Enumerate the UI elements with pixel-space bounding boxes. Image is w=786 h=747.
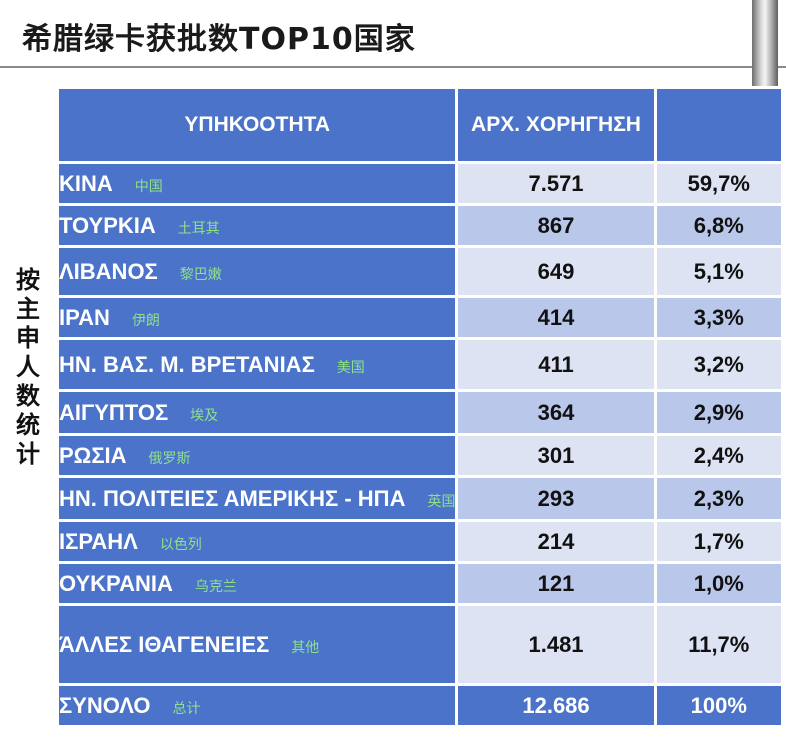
- table-row: ΗΝ. ΠΟΛΙΤΕΙΕΣ ΑΜΕΡΙΚΗΣ - ΗΠΑ 英国 293 2,3%: [55, 475, 785, 522]
- total-percent-cell: 100%: [653, 683, 785, 728]
- country-name: ΗΝ. ΒΑΣ. Μ. ΒΡΕΤΑΝΙΑΣ: [59, 351, 315, 377]
- country-cell: ΡΩΣΙΑ 俄罗斯: [55, 433, 459, 478]
- country-name-chinese: 美国: [336, 359, 365, 376]
- count-cell: 301: [455, 433, 657, 478]
- country-name: ΚΙΝΑ: [59, 170, 113, 196]
- total-count-cell: 12.686: [455, 683, 657, 728]
- percent-cell: 3,2%: [653, 337, 785, 392]
- total-label-chinese: 总计: [172, 700, 201, 717]
- country-cell: ΆΛΛΕΣ ΙΘΑΓΕΝΕΙΕΣ 其他: [55, 603, 459, 686]
- percent-cell: 6,8%: [653, 203, 785, 248]
- header-count: ΑΡΧ. ΧΟΡΗΓΗΣΗ: [455, 86, 657, 164]
- table-row: ΆΛΛΕΣ ΙΘΑΓΕΝΕΙΕΣ 其他 1.481 11,7%: [55, 603, 785, 686]
- country-name-chinese: 其他: [291, 639, 320, 656]
- country-cell: ΚΙΝΑ 中国: [55, 161, 459, 206]
- country-name-chinese: 土耳其: [177, 220, 220, 237]
- country-name-chinese: 黎巴嫩: [179, 266, 222, 283]
- total-label-cell: ΣΥΝΟΛΟ 总计: [55, 683, 459, 728]
- percent-cell: 2,3%: [653, 475, 785, 522]
- percent-cell: 2,4%: [653, 433, 785, 478]
- count-cell: 1.481: [455, 603, 657, 686]
- table-row: ΛΙΒΑΝΟΣ 黎巴嫩 649 5,1%: [55, 245, 785, 298]
- table-row: ΙΣΡΑΗΛ 以色列 214 1,7%: [55, 519, 785, 564]
- table-body: ΚΙΝΑ 中国 7.571 59,7% ΤΟΥΡΚΙΑ 土耳其 867 6,8% ΛΙΒΑΝΟΣ…: [55, 161, 785, 728]
- table-row: ΟΥΚΡΑΝΙΑ 乌克兰 121 1,0%: [55, 561, 785, 606]
- country-name: ΗΝ. ΠΟΛΙΤΕΙΕΣ ΑΜΕΡΙΚΗΣ - ΗΠΑ: [59, 485, 406, 511]
- country-cell: ΗΝ. ΒΑΣ. Μ. ΒΡΕΤΑΝΙΑΣ 美国: [55, 337, 459, 392]
- table-row: ΗΝ. ΒΑΣ. Μ. ΒΡΕΤΑΝΙΑΣ 美国 411 3,2%: [55, 337, 785, 392]
- country-name-chinese: 以色列: [159, 536, 202, 553]
- title-divider: [0, 66, 786, 68]
- country-cell: ΤΟΥΡΚΙΑ 土耳其: [55, 203, 459, 248]
- table-row: ΑΙΓΥΠΤΟΣ 埃及 364 2,9%: [55, 389, 785, 436]
- page-title: 希腊绿卡获批数TOP10国家: [22, 22, 416, 57]
- header-row: ΥΠΗΚΟΟΤΗΤΑ ΑΡΧ. ΧΟΡΗΓΗΣΗ: [55, 86, 785, 164]
- table-row: ΙΡΑΝ 伊朗 414 3,3%: [55, 295, 785, 340]
- percent-cell: 2,9%: [653, 389, 785, 436]
- country-cell: ΟΥΚΡΑΝΙΑ 乌克兰: [55, 561, 459, 606]
- country-name: ΡΩΣΙΑ: [59, 442, 127, 468]
- country-name: ΟΥΚΡΑΝΙΑ: [59, 570, 173, 596]
- country-name-chinese: 乌克兰: [194, 578, 237, 595]
- country-cell: ΙΡΑΝ 伊朗: [55, 295, 459, 340]
- count-cell: 214: [455, 519, 657, 564]
- country-name-chinese: 英国: [427, 493, 456, 510]
- count-cell: 121: [455, 561, 657, 606]
- percent-cell: 59,7%: [653, 161, 785, 206]
- table-row: ΚΙΝΑ 中国 7.571 59,7%: [55, 161, 785, 206]
- count-cell: 411: [455, 337, 657, 392]
- country-cell: ΙΣΡΑΗΛ 以色列: [55, 519, 459, 564]
- side-label: 按主申人数统计: [16, 266, 40, 468]
- count-cell: 7.571: [455, 161, 657, 206]
- table-row: ΤΟΥΡΚΙΑ 土耳其 867 6,8%: [55, 203, 785, 248]
- count-cell: 364: [455, 389, 657, 436]
- percent-cell: 5,1%: [653, 245, 785, 298]
- header-percent: [653, 86, 785, 164]
- percent-cell: 11,7%: [653, 603, 785, 686]
- country-name: ΆΛΛΕΣ ΙΘΑΓΕΝΕΙΕΣ: [59, 631, 270, 657]
- percent-cell: 1,7%: [653, 519, 785, 564]
- count-cell: 293: [455, 475, 657, 522]
- country-name: ΤΟΥΡΚΙΑ: [59, 212, 156, 238]
- country-name: ΙΡΑΝ: [59, 304, 110, 330]
- total-label: ΣΥΝΟΛΟ: [59, 692, 151, 718]
- country-cell: ΛΙΒΑΝΟΣ 黎巴嫩: [55, 245, 459, 298]
- country-name-chinese: 伊朗: [131, 312, 160, 329]
- country-cell: ΑΙΓΥΠΤΟΣ 埃及: [55, 389, 459, 436]
- country-name-chinese: 埃及: [190, 407, 219, 424]
- table-row: ΡΩΣΙΑ 俄罗斯 301 2,4%: [55, 433, 785, 478]
- total-row: ΣΥΝΟΛΟ 总计 12.686 100%: [55, 683, 785, 728]
- country-name-chinese: 俄罗斯: [148, 450, 191, 467]
- country-name: ΛΙΒΑΝΟΣ: [59, 258, 158, 284]
- greencard-table: ΥΠΗΚΟΟΤΗΤΑ ΑΡΧ. ΧΟΡΗΓΗΣΗ ΚΙΝΑ 中国 7.571 59,7…: [55, 86, 785, 728]
- percent-cell: 3,3%: [653, 295, 785, 340]
- country-name-chinese: 中国: [134, 178, 163, 195]
- country-name: ΑΙΓΥΠΤΟΣ: [59, 399, 169, 425]
- count-cell: 867: [455, 203, 657, 248]
- count-cell: 414: [455, 295, 657, 340]
- country-name: ΙΣΡΑΗΛ: [59, 528, 138, 554]
- count-cell: 649: [455, 245, 657, 298]
- percent-cell: 1,0%: [653, 561, 785, 606]
- header-nationality: ΥΠΗΚΟΟΤΗΤΑ: [55, 86, 459, 164]
- country-cell: ΗΝ. ΠΟΛΙΤΕΙΕΣ ΑΜΕΡΙΚΗΣ - ΗΠΑ 英国: [55, 475, 459, 522]
